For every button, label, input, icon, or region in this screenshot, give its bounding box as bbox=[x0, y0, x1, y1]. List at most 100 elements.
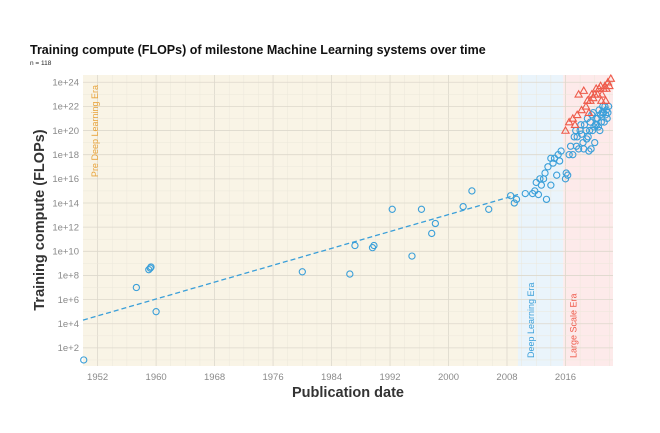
data-point-triangle bbox=[579, 85, 589, 94]
y-tick-label: 1e+2 bbox=[58, 343, 79, 354]
data-point-triangle bbox=[596, 81, 606, 90]
data-point-circle bbox=[591, 138, 599, 147]
data-point-circle bbox=[557, 147, 565, 155]
data-point-circle bbox=[351, 241, 359, 250]
data-point-circle bbox=[547, 181, 555, 189]
data-point-circle bbox=[553, 171, 561, 179]
data-point-circle bbox=[521, 189, 529, 198]
y-tick-label: 1e+24 bbox=[52, 78, 79, 89]
data-point-circle bbox=[485, 205, 493, 213]
x-tick-label: 1960 bbox=[146, 372, 167, 383]
data-point-circle bbox=[146, 264, 154, 272]
era-backgrounds bbox=[83, 75, 613, 366]
data-point-circle bbox=[537, 181, 546, 189]
data-point-circle bbox=[541, 169, 549, 177]
data-point-circle bbox=[370, 241, 378, 250]
data-point-triangle bbox=[606, 73, 616, 82]
y-axis-ticks: 1e+2 1e+4 1e+6 1e+8 1e+10 1e+12 1e+14 1e+16 1e+1… bbox=[52, 78, 79, 355]
x-tick-label: 2008 bbox=[496, 372, 517, 383]
data-point-circle bbox=[428, 229, 436, 238]
data-point-circle bbox=[562, 169, 570, 177]
y-tick-label: 1e+10 bbox=[52, 247, 79, 258]
data-point-circle bbox=[588, 126, 597, 135]
trend-line-group bbox=[82, 193, 519, 321]
x-tick-label: 1984 bbox=[321, 372, 342, 383]
x-tick-label: 1968 bbox=[204, 372, 225, 383]
data-point-circle bbox=[534, 190, 543, 199]
y-axis-title: Training compute (FLOPs) bbox=[32, 129, 48, 310]
x-axis-title: Publication date bbox=[292, 385, 404, 401]
y-tick-label: 1e+18 bbox=[52, 150, 79, 161]
era-band-1 bbox=[517, 75, 564, 366]
data-point-circle bbox=[152, 308, 160, 316]
data-point-circle bbox=[596, 126, 604, 135]
data-point-circle bbox=[602, 111, 610, 119]
data-point-circle bbox=[507, 192, 515, 200]
y-tick-label: 1e+16 bbox=[52, 174, 79, 185]
data-point-circle bbox=[544, 163, 552, 171]
data-point-circle bbox=[388, 205, 396, 213]
chart-title: Training compute (FLOPs) of milestone Ma… bbox=[30, 43, 486, 57]
data-point-triangle bbox=[596, 95, 606, 104]
data-point-triangle bbox=[560, 125, 571, 134]
data-point-circle bbox=[577, 121, 585, 129]
x-tick-label: 2016 bbox=[555, 372, 576, 383]
y-tick-label: 1e+14 bbox=[52, 198, 79, 209]
y-tick-label: 1e+22 bbox=[52, 102, 79, 113]
era-band-0 bbox=[83, 75, 518, 366]
data-point-circle bbox=[80, 356, 88, 364]
data-point-circle bbox=[542, 195, 551, 204]
data-point-circle bbox=[565, 151, 573, 159]
era-label-1: Deep Learning Era bbox=[526, 282, 536, 358]
data-points bbox=[80, 73, 616, 364]
data-point-triangle bbox=[581, 101, 591, 110]
y-tick-label: 1e+4 bbox=[58, 319, 79, 330]
x-tick-label: 1992 bbox=[379, 372, 400, 383]
data-point-triangle bbox=[570, 120, 580, 129]
data-point-circle bbox=[147, 263, 155, 271]
data-point-triangle bbox=[572, 110, 582, 119]
data-point-circle bbox=[597, 118, 605, 126]
data-point-circle bbox=[564, 171, 572, 179]
y-tick-label: 1e+6 bbox=[58, 295, 79, 306]
x-tick-label: 1952 bbox=[87, 372, 108, 383]
data-point-circle bbox=[346, 270, 354, 278]
trend-line bbox=[82, 193, 519, 321]
data-point-triangle bbox=[597, 89, 607, 98]
data-point-triangle bbox=[601, 95, 611, 104]
data-point-circle bbox=[585, 147, 593, 155]
x-axis-ticks: 1952 1960 1968 1976 1984 1992 2000 2008 2016 bbox=[87, 372, 576, 383]
data-point-circle bbox=[298, 268, 306, 276]
data-point-circle bbox=[132, 283, 141, 292]
data-point-circle bbox=[531, 187, 539, 195]
data-point-circle bbox=[431, 219, 440, 228]
data-point-triangle bbox=[593, 89, 603, 98]
data-point-triangle bbox=[584, 107, 594, 116]
data-point-circle bbox=[569, 151, 577, 159]
chart-subtitle: n = 118 bbox=[30, 60, 52, 67]
x-tick-label: 2000 bbox=[438, 372, 459, 383]
data-point-circle bbox=[417, 205, 426, 213]
era-label-0: Pre Deep Learning Era bbox=[90, 85, 100, 177]
y-tick-label: 1e+20 bbox=[52, 126, 79, 137]
data-point-circle bbox=[555, 157, 564, 165]
data-point-circle bbox=[588, 111, 596, 119]
data-point-circle bbox=[587, 145, 595, 153]
data-point-circle bbox=[583, 135, 591, 143]
data-point-circle bbox=[574, 145, 583, 153]
data-point-circle bbox=[510, 199, 518, 207]
y-tick-label: 1e+8 bbox=[58, 271, 79, 282]
data-point-circle bbox=[408, 252, 416, 260]
era-label-2: Large Scale Era bbox=[568, 293, 578, 358]
data-point-circle bbox=[512, 195, 521, 204]
data-point-triangle bbox=[604, 81, 614, 90]
data-point-circle bbox=[459, 202, 467, 211]
x-tick-label: 1976 bbox=[262, 372, 283, 383]
data-point-circle bbox=[585, 126, 594, 135]
grid-lines bbox=[83, 75, 613, 366]
era-labels: Pre Deep Learning Era Deep Learning Era La… bbox=[90, 85, 578, 358]
data-point-circle bbox=[549, 159, 557, 167]
data-point-circle bbox=[468, 187, 476, 195]
y-tick-label: 1e+12 bbox=[52, 222, 79, 233]
